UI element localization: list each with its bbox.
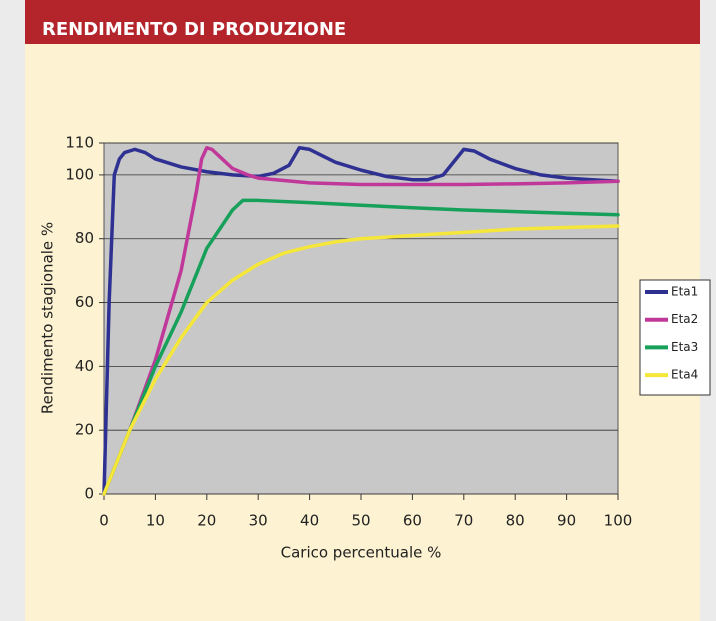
series-line: [102, 224, 620, 496]
y-tick-label: 110: [65, 134, 94, 152]
y-axis-label: Rendimento stagionale %: [39, 222, 57, 414]
x-tick-label: 30: [249, 512, 268, 530]
legend-label: Eta4: [671, 368, 698, 382]
x-tick-label: 60: [403, 512, 422, 530]
x-tick-label: 50: [351, 512, 370, 530]
x-tick-label: 40: [300, 512, 319, 530]
plot-area: [103, 142, 619, 495]
header: [25, 0, 700, 44]
x-tick-label: 10: [146, 512, 165, 530]
y-tick-label: 60: [75, 293, 94, 311]
series-line: [102, 146, 620, 496]
x-tick-label: 70: [454, 512, 473, 530]
chart-title: RENDIMENTO DI PRODUZIONE: [42, 19, 346, 40]
y-tick-label: 80: [75, 229, 94, 247]
x-tick-label: 0: [99, 512, 109, 530]
series-line: [102, 146, 620, 496]
x-tick-label: 20: [197, 512, 216, 530]
y-tick-label: 20: [75, 421, 94, 439]
y-tick-label: 0: [84, 485, 94, 503]
y-tick-label: 100: [65, 165, 94, 183]
x-tick-label: 80: [506, 512, 525, 530]
x-tick-label: 90: [557, 512, 576, 530]
x-tick-label: 100: [604, 512, 633, 530]
legend-label: Eta1: [671, 285, 698, 299]
legend-label: Eta3: [671, 340, 698, 354]
y-tick-label: 40: [75, 357, 94, 375]
series-line: [102, 198, 620, 496]
legend-label: Eta2: [671, 312, 698, 326]
x-axis-label: Carico percentuale %: [281, 544, 442, 562]
